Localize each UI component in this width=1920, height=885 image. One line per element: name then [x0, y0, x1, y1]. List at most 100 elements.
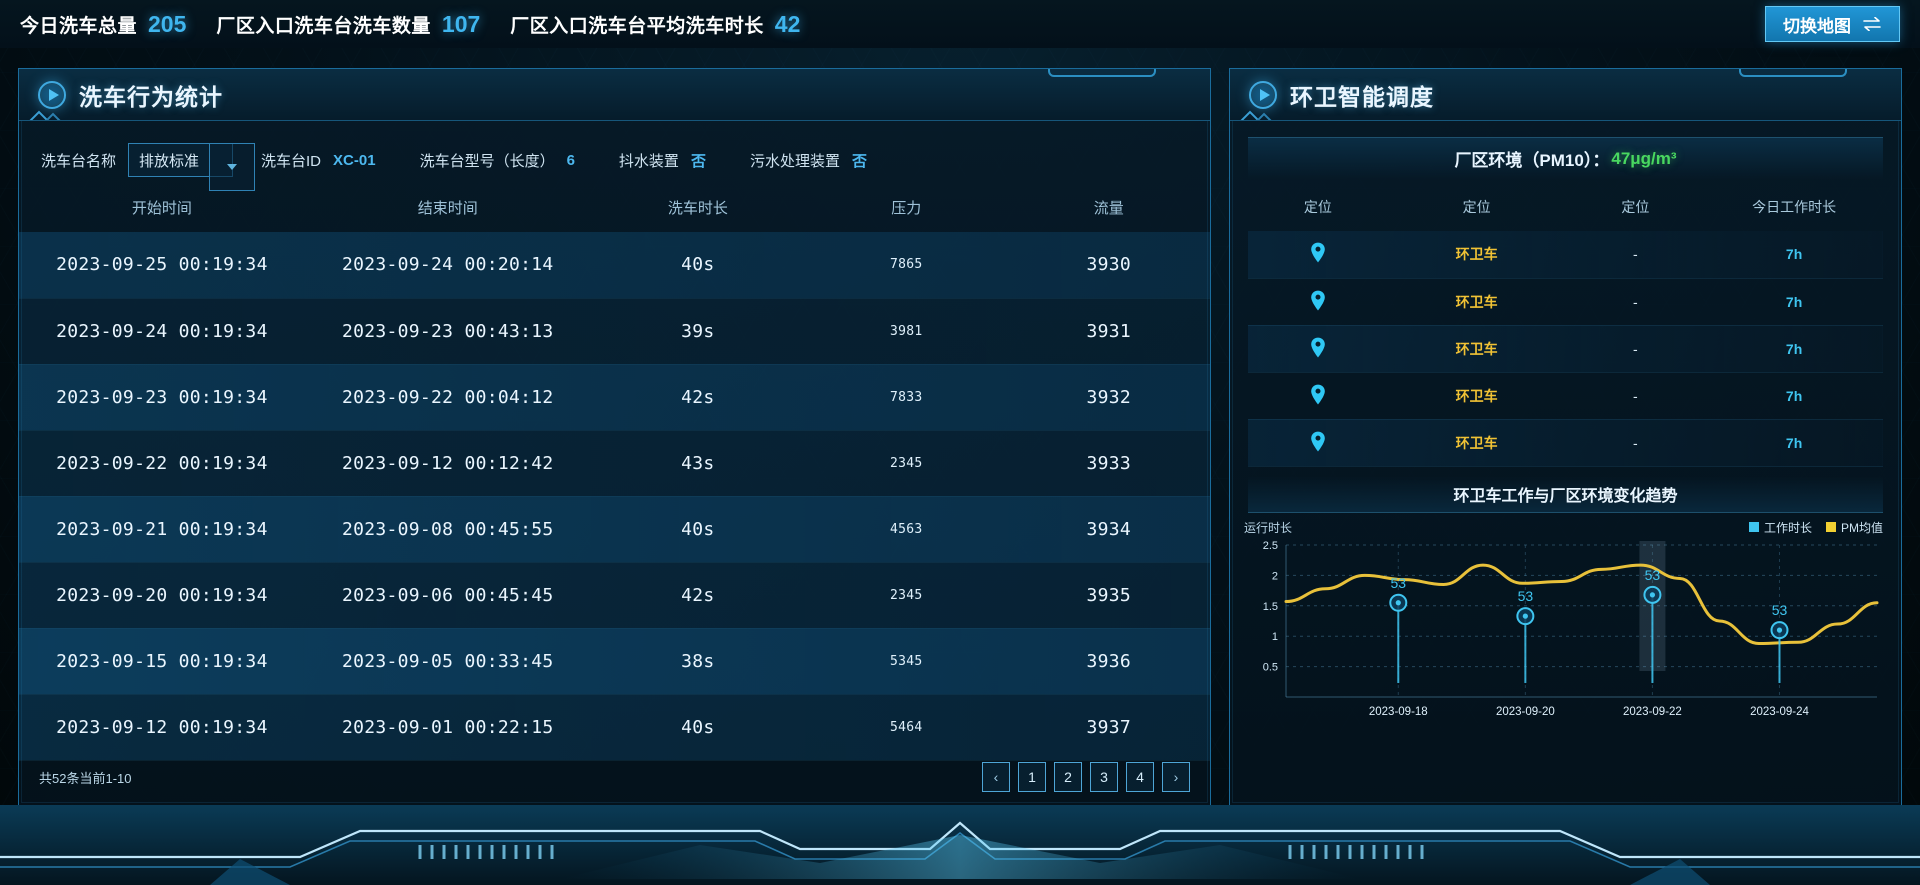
table-row[interactable]: 环卫车 - 7h: [1248, 325, 1883, 372]
station-id-label: 洗车台ID: [261, 152, 322, 170]
pm10-value: 47μg/m³: [1611, 148, 1677, 168]
sanitation-table-head: 定位 定位 定位 今日工作时长: [1248, 185, 1883, 231]
pagination-buttons: ‹ 1 2 3 4 ›: [982, 762, 1190, 792]
pagination-prev[interactable]: ‹: [982, 762, 1010, 792]
column-header: 结束时间: [417, 200, 478, 217]
wash-records-table-head: 开始时间 结束时间 洗车时长 压力 流量: [19, 187, 1210, 232]
vehicle-location-cell[interactable]: [1248, 278, 1388, 325]
vehicle-hours-cell: 7h: [1785, 340, 1803, 357]
pagination-page-4[interactable]: 4: [1126, 762, 1154, 792]
swap-icon: [1862, 17, 1882, 31]
vehicle-location-cell[interactable]: [1248, 419, 1388, 466]
table-cell: 2345: [890, 587, 923, 603]
sanitation-table-body: 环卫车 - 7h 环卫车 - 7h 环卫车 - 7h 环卫车 - 7h 环卫车 - 7h: [1248, 231, 1883, 466]
table-cell: 40s: [681, 254, 715, 276]
left-panel-title: 洗车行为统计: [79, 83, 223, 110]
table-header-row: 开始时间 结束时间 洗车时长 压力 流量: [19, 187, 1210, 232]
table-cell: 3931: [1086, 320, 1132, 342]
table-cell: 5464: [890, 719, 923, 735]
station-name-select[interactable]: 排放标准: [128, 143, 256, 191]
vehicle-extra-cell: -: [1632, 434, 1638, 451]
svg-text:2023-09-22: 2023-09-22: [1623, 706, 1682, 718]
table-cell: 2023-09-22 00:04:12: [341, 386, 554, 408]
legend-swatch: [1748, 522, 1759, 532]
svg-text:2: 2: [1272, 570, 1278, 582]
table-cell: 3930: [1086, 254, 1132, 276]
table-cell: 2023-09-05 00:33:45: [341, 650, 554, 672]
table-row[interactable]: 环卫车 - 7h: [1248, 372, 1883, 419]
table-cell: 4563: [890, 521, 923, 537]
shake-device-value: 否: [690, 152, 706, 170]
kpi-total-washes: 今日洗车总量 205: [20, 11, 186, 38]
header-notch-decoration: [1048, 69, 1156, 77]
vehicle-location-cell[interactable]: [1248, 231, 1388, 278]
header-chevron-decoration: [27, 110, 69, 120]
station-model-label: 洗车台型号（长度）: [419, 152, 555, 170]
table-row[interactable]: 2023-09-12 00:19:34 2023-09-01 00:22:15 40…: [19, 694, 1210, 760]
table-row[interactable]: 环卫车 - 7h: [1248, 278, 1883, 325]
table-cell: 2023-09-23 00:43:13: [341, 320, 554, 342]
table-cell: 39s: [681, 320, 715, 342]
vehicle-hours-cell: 7h: [1785, 387, 1803, 404]
table-cell: 2023-09-12 00:19:34: [56, 716, 268, 738]
table-cell: 3937: [1086, 716, 1132, 738]
table-row[interactable]: 2023-09-20 00:19:34 2023-09-06 00:45:45 42…: [19, 562, 1210, 628]
column-header: 压力: [891, 200, 922, 217]
vehicle-location-cell[interactable]: [1248, 372, 1388, 419]
vehicle-extra-cell: -: [1632, 387, 1638, 404]
table-cell: 2023-09-01 00:22:15: [341, 716, 554, 738]
svg-text:2023-09-18: 2023-09-18: [1369, 706, 1428, 718]
legend-item: 工作时长: [1748, 519, 1812, 536]
vehicle-hours-cell: 7h: [1785, 434, 1803, 451]
table-cell: 5345: [890, 653, 923, 669]
table-row[interactable]: 2023-09-21 00:19:34 2023-09-08 00:45:55 40…: [19, 496, 1210, 562]
kpi-list: 今日洗车总量 205 厂区入口洗车台洗车数量 107 厂区入口洗车台平均洗车时长…: [0, 11, 830, 38]
svg-text:53: 53: [1645, 566, 1661, 582]
kpi-value: 107: [441, 10, 481, 37]
svg-text:1: 1: [1272, 631, 1278, 643]
table-row[interactable]: 环卫车 - 7h: [1248, 231, 1883, 278]
sanitation-dispatch-panel: 环卫智能调度 厂区环境（PM10）： 47μg/m³ 定位 定位 定位 今日工作时长 …: [1229, 68, 1902, 806]
table-row[interactable]: 2023-09-15 00:19:34 2023-09-05 00:33:45 38…: [19, 628, 1210, 694]
table-cell: 2345: [890, 455, 923, 471]
pagination-page-1[interactable]: 1: [1018, 762, 1046, 792]
svg-text:2023-09-20: 2023-09-20: [1496, 706, 1555, 718]
sewage-device-label: 污水处理装置: [749, 152, 840, 170]
vehicle-hours-cell: 7h: [1785, 246, 1803, 263]
legend-item: PM均值: [1825, 519, 1883, 536]
table-row[interactable]: 2023-09-25 00:19:34 2023-09-24 00:20:14 40…: [19, 232, 1210, 298]
kpi-entrance-wash-count: 厂区入口洗车台洗车数量 107: [216, 11, 480, 38]
pagination-page-3[interactable]: 3: [1090, 762, 1118, 792]
kpi-value: 205: [148, 10, 187, 37]
vehicle-name-cell: 环卫车: [1455, 434, 1498, 451]
table-row[interactable]: 2023-09-24 00:19:34 2023-09-23 00:43:13 39…: [19, 298, 1210, 364]
svg-text:53: 53: [1772, 602, 1788, 618]
table-row[interactable]: 2023-09-22 00:19:34 2023-09-12 00:12:42 43…: [19, 430, 1210, 496]
chevron-down-icon[interactable]: [209, 143, 256, 191]
chart-yaxis-name: 运行时长: [1244, 520, 1293, 535]
table-cell: 40s: [681, 518, 715, 540]
sewage-device-value: 否: [851, 152, 867, 170]
vehicle-hours-cell: 7h: [1785, 293, 1803, 310]
shake-device-label: 抖水装置: [618, 152, 679, 170]
table-cell: 2023-09-22 00:19:34: [56, 452, 268, 474]
column-header: 流量: [1093, 200, 1124, 217]
column-header: 定位: [1462, 199, 1491, 215]
right-panel-header: 环卫智能调度: [1230, 69, 1901, 121]
vehicle-extra-cell: -: [1632, 246, 1638, 263]
table-row[interactable]: 2023-09-23 00:19:34 2023-09-22 00:04:12 42…: [19, 364, 1210, 430]
pagination-page-2[interactable]: 2: [1054, 762, 1082, 792]
pagination-next[interactable]: ›: [1162, 762, 1190, 792]
table-row[interactable]: 环卫车 - 7h: [1248, 419, 1883, 466]
vehicle-name-cell: 环卫车: [1455, 293, 1498, 310]
switch-map-label: 切换地图: [1783, 16, 1851, 36]
play-triangle-icon: [1248, 80, 1278, 110]
play-triangle-icon: [37, 80, 67, 110]
svg-text:2023-09-24: 2023-09-24: [1750, 706, 1809, 718]
switch-map-button[interactable]: 切换地图: [1765, 6, 1900, 42]
table-cell: 3932: [1086, 386, 1132, 408]
vehicle-location-cell[interactable]: [1248, 325, 1388, 372]
pm10-environment-readout: 厂区环境（PM10）： 47μg/m³: [1248, 137, 1883, 179]
svg-text:1.5: 1.5: [1263, 600, 1278, 612]
